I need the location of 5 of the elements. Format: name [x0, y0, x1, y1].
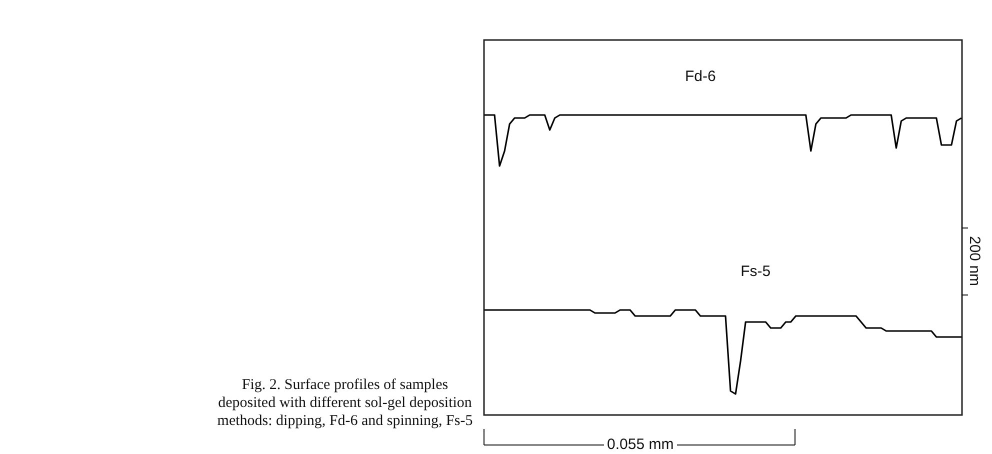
text: 200 nm: [966, 236, 983, 286]
caption: Fig. 2. Surface profiles of samples deposited with different sol-gel deposition methods: dipping, Fd-6 and spinning, Fs-5: [216, 376, 474, 430]
series-label: Fd-6: [684, 68, 716, 85]
text: 0.055 mm: [604, 436, 677, 453]
text: Fs-5: [740, 263, 771, 280]
